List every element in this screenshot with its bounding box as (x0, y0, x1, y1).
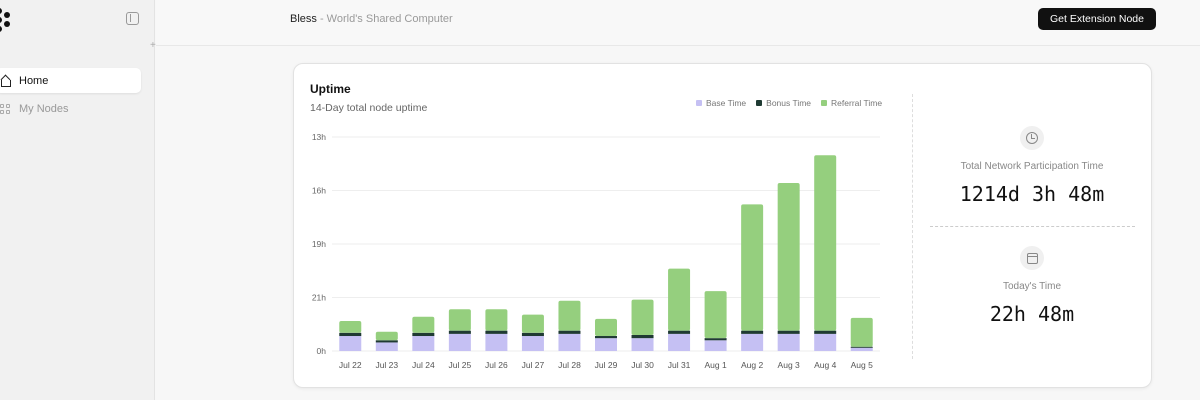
bar-base-time[interactable] (485, 333, 508, 351)
x-tick-label: Jul 23 (375, 360, 398, 370)
sidebar-item-my-nodes[interactable]: My Nodes (0, 96, 141, 121)
top-bar: Bless - World's Shared Computer Get Exte… (156, 0, 1200, 46)
x-tick-label: Jul 25 (449, 360, 472, 370)
sidebar-item-label: My Nodes (19, 102, 69, 115)
bar-bonus-time[interactable] (558, 330, 581, 334)
bar-referral-time[interactable] (412, 316, 435, 333)
x-tick-label: Aug 3 (778, 360, 800, 370)
bar-referral-time[interactable] (631, 299, 654, 335)
bar-bonus-time[interactable] (777, 330, 800, 334)
bar-base-time[interactable] (631, 338, 654, 351)
bar-base-time[interactable] (375, 342, 398, 351)
x-tick-label: Jul 24 (412, 360, 435, 370)
bar-referral-time[interactable] (704, 291, 727, 339)
bar-base-time[interactable] (521, 336, 544, 351)
bar-referral-time[interactable] (595, 318, 617, 337)
bar-bonus-time[interactable] (704, 338, 727, 341)
bar-bonus-time[interactable] (595, 336, 617, 339)
y-tick-label: 21h (312, 293, 326, 303)
legend-item-bonus: Bonus Time (756, 98, 811, 108)
y-tick-label: 0h (317, 346, 327, 356)
y-tick-label: 16h (312, 186, 326, 196)
bar-bonus-time[interactable] (375, 340, 398, 343)
uptime-card: Uptime 14-Day total node uptime Base Tim… (293, 63, 1152, 388)
nodes-icon (0, 103, 11, 115)
sidebar-item-label: Home (19, 74, 49, 87)
bar-base-time[interactable] (850, 347, 873, 351)
x-tick-label: Aug 2 (741, 360, 763, 370)
bar-referral-time[interactable] (339, 321, 362, 333)
bar-referral-time[interactable] (485, 309, 508, 331)
bar-base-time[interactable] (704, 340, 727, 351)
today-time-value: 22h 48m (989, 302, 1075, 326)
bar-bonus-time[interactable] (668, 330, 691, 334)
bar-base-time[interactable] (558, 333, 581, 351)
y-tick-label: 19h (312, 239, 326, 249)
get-extension-node-button[interactable]: Get Extension Node (1038, 8, 1156, 30)
brand-name: Bless (290, 13, 317, 25)
chart-legend: Base Time Bonus Time Referral Time (696, 98, 882, 108)
sidebar: + Home My Nodes (0, 0, 156, 400)
bless-logo-icon[interactable] (0, 8, 14, 34)
clock-icon (1020, 126, 1044, 150)
brand-tagline: - World's Shared Computer (316, 13, 453, 25)
bar-base-time[interactable] (668, 333, 691, 351)
x-tick-label: Jul 22 (339, 360, 362, 370)
x-tick-label: Aug 1 (704, 360, 726, 370)
legend-item-base: Base Time (696, 98, 746, 108)
card-subtitle: 14-Day total node uptime (310, 102, 428, 114)
sidebar-item-home[interactable]: Home (0, 68, 141, 93)
x-tick-label: Jul 26 (485, 360, 508, 370)
divider (930, 226, 1135, 227)
bar-base-time[interactable] (595, 338, 617, 351)
bar-bonus-time[interactable] (814, 330, 837, 334)
bar-bonus-time[interactable] (631, 334, 654, 339)
bar-referral-time[interactable] (850, 317, 873, 347)
total-time-value: 1214d 3h 48m (959, 182, 1105, 206)
total-time-label: Total Network Participation Time (960, 161, 1104, 172)
bar-referral-time[interactable] (521, 314, 544, 333)
calendar-icon (1020, 246, 1044, 270)
bar-referral-time[interactable] (741, 204, 764, 331)
bar-bonus-time[interactable] (521, 332, 544, 337)
today-time-label: Today's Time (1002, 281, 1062, 292)
bar-bonus-time[interactable] (850, 346, 873, 348)
x-tick-label: Aug 4 (814, 360, 836, 370)
bar-base-time[interactable] (741, 333, 764, 351)
x-tick-label: Jul 31 (668, 360, 691, 370)
bar-referral-time[interactable] (668, 268, 691, 331)
x-tick-label: Jul 29 (595, 360, 618, 370)
divider (912, 94, 913, 359)
bar-base-time[interactable] (814, 333, 837, 351)
x-tick-label: Jul 28 (558, 360, 581, 370)
bar-bonus-time[interactable] (741, 330, 764, 334)
bar-base-time[interactable] (777, 333, 800, 351)
bar-base-time[interactable] (412, 336, 435, 351)
bar-base-time[interactable] (448, 333, 471, 351)
bar-base-time[interactable] (339, 336, 362, 351)
bar-bonus-time[interactable] (448, 330, 471, 334)
uptime-chart: 13h 16h 19h 21h 0h Jul 22 Jul 23 Jul 24 Jul 25 Ju… (312, 132, 880, 370)
card-title: Uptime (310, 82, 351, 96)
bar-referral-time[interactable] (777, 183, 800, 331)
plus-icon: + (150, 40, 156, 51)
app-title: Bless - World's Shared Computer (290, 13, 453, 25)
x-tick-label: Jul 27 (522, 360, 545, 370)
x-tick-label: Aug 5 (851, 360, 873, 370)
bar-bonus-time[interactable] (339, 332, 362, 337)
bar-referral-time[interactable] (814, 155, 837, 331)
bar-referral-time[interactable] (448, 309, 471, 331)
legend-item-referral: Referral Time (821, 98, 882, 108)
bar-referral-time[interactable] (375, 331, 398, 341)
bar-referral-time[interactable] (558, 300, 581, 331)
y-tick-label: 13h (312, 132, 326, 142)
bar-bonus-time[interactable] (412, 332, 435, 337)
house-icon (0, 75, 11, 87)
x-tick-label: Jul 30 (631, 360, 654, 370)
sidebar-collapse-icon[interactable] (126, 12, 139, 25)
bar-bonus-time[interactable] (485, 330, 508, 334)
